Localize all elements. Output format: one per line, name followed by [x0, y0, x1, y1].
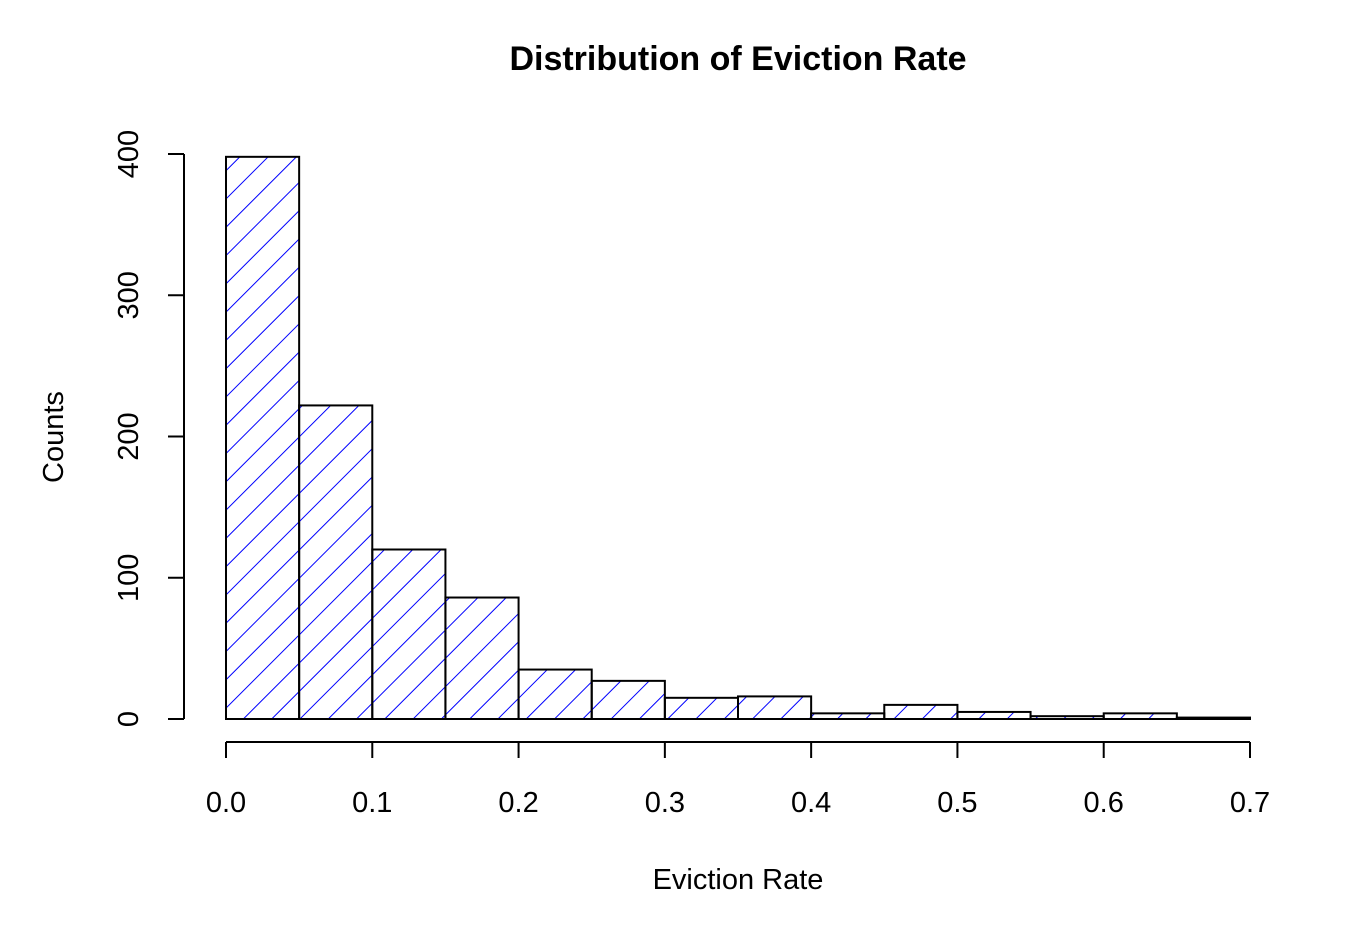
chart-title: Distribution of Eviction Rate [509, 40, 966, 78]
histogram-bar [371, 548, 447, 720]
histogram-bar [1175, 716, 1252, 721]
y-tick-label: 300 [113, 271, 145, 319]
x-tick-label: 0.1 [352, 787, 392, 819]
histogram-bar [444, 596, 520, 721]
histogram-bar [1029, 715, 1105, 720]
x-tick-label: 0.4 [791, 787, 831, 819]
histogram-bar [737, 695, 813, 721]
histogram-bar [517, 668, 593, 720]
x-tick-label: 0.6 [1084, 787, 1124, 819]
x-tick-label: 0.5 [937, 787, 977, 819]
bars-group [225, 155, 1252, 721]
x-tick-label: 0.2 [498, 787, 538, 819]
x-tick-label: 0.0 [206, 787, 246, 819]
histogram-bar [956, 710, 1032, 720]
histogram-bar [298, 404, 374, 720]
histogram-bar [883, 703, 959, 720]
x-axis-label: Eviction Rate [653, 864, 824, 896]
histogram-bar [225, 155, 301, 720]
y-axis: 0 100 200 300 400 [113, 130, 185, 727]
x-tick-label: 0.7 [1230, 787, 1270, 819]
histogram-bar [810, 712, 886, 720]
y-tick-label: 100 [113, 554, 145, 602]
histogram-bar [1102, 712, 1178, 720]
x-tick-label: 0.3 [645, 787, 685, 819]
histogram-bar [663, 696, 739, 720]
y-tick-label: 400 [113, 130, 145, 178]
y-tick-label: 0 [113, 711, 145, 727]
y-tick-label: 200 [113, 412, 145, 460]
y-axis-label: Counts [38, 391, 70, 483]
x-axis: 0.0 0.1 0.2 0.3 0.4 0.5 0.6 0.7 [206, 741, 1270, 819]
histogram-bar [590, 679, 666, 720]
